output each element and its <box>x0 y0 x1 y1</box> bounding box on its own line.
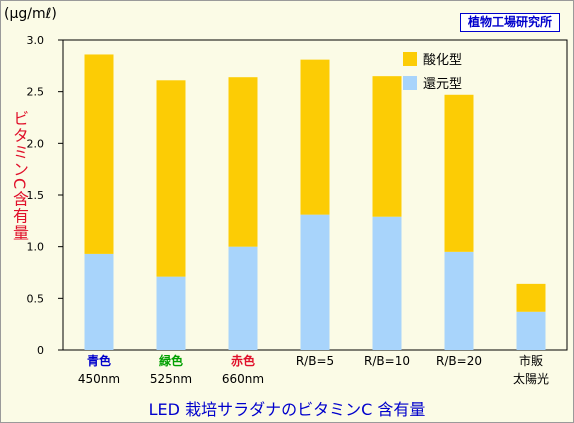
x-tick-sublabel: 525nm <box>150 372 192 386</box>
bar-segment <box>444 251 474 350</box>
y-tick-label: 1.5 <box>27 189 45 202</box>
x-tick-label: R/B=5 <box>296 354 334 368</box>
y-tick-label: 2.5 <box>27 86 45 99</box>
y-tick-label: 3.0 <box>27 34 45 47</box>
bar-segment <box>228 246 258 350</box>
bar-segment <box>516 311 546 350</box>
legend-swatch <box>403 52 417 66</box>
legend-swatch <box>403 76 417 90</box>
x-tick-label: R/B=10 <box>364 354 410 368</box>
x-tick-sublabel: 450nm <box>78 372 120 386</box>
x-tick-label: 青色 <box>87 353 111 368</box>
bar-segment <box>156 80 186 277</box>
bar-segment <box>444 94 474 252</box>
x-axis-title: LED 栽培サラダナのビタミンC 含有量 <box>148 400 426 419</box>
y-tick-label: 2.0 <box>27 137 45 150</box>
y-axis-title: ビタミンC含有量 <box>10 110 29 242</box>
bar-segment <box>228 77 258 247</box>
legend-label: 還元型 <box>423 77 462 92</box>
bar-segment <box>84 54 114 254</box>
bar-segment <box>372 216 402 350</box>
legend-label: 酸化型 <box>423 53 462 68</box>
x-tick-sublabel: 太陽光 <box>513 371 549 386</box>
organization-badge: 植物工場研究所 <box>460 13 560 32</box>
bar-segment <box>84 253 114 350</box>
bar-segment <box>300 214 330 350</box>
y-tick-label: 1.0 <box>27 241 45 254</box>
bar-segment <box>156 276 186 350</box>
y-tick-label: 0.5 <box>27 292 45 305</box>
y-tick-label: 0 <box>37 344 44 357</box>
bar-segment <box>300 59 330 215</box>
bar-segment <box>372 76 402 217</box>
x-tick-label: 緑色 <box>159 353 183 368</box>
x-tick-label: 市販 <box>519 353 543 368</box>
bar-segment <box>516 283 546 312</box>
unit-label: (μg/mℓ) <box>4 6 57 22</box>
x-tick-label: 赤色 <box>231 353 255 368</box>
x-tick-label: R/B=20 <box>436 354 482 368</box>
x-tick-sublabel: 660nm <box>222 372 264 386</box>
